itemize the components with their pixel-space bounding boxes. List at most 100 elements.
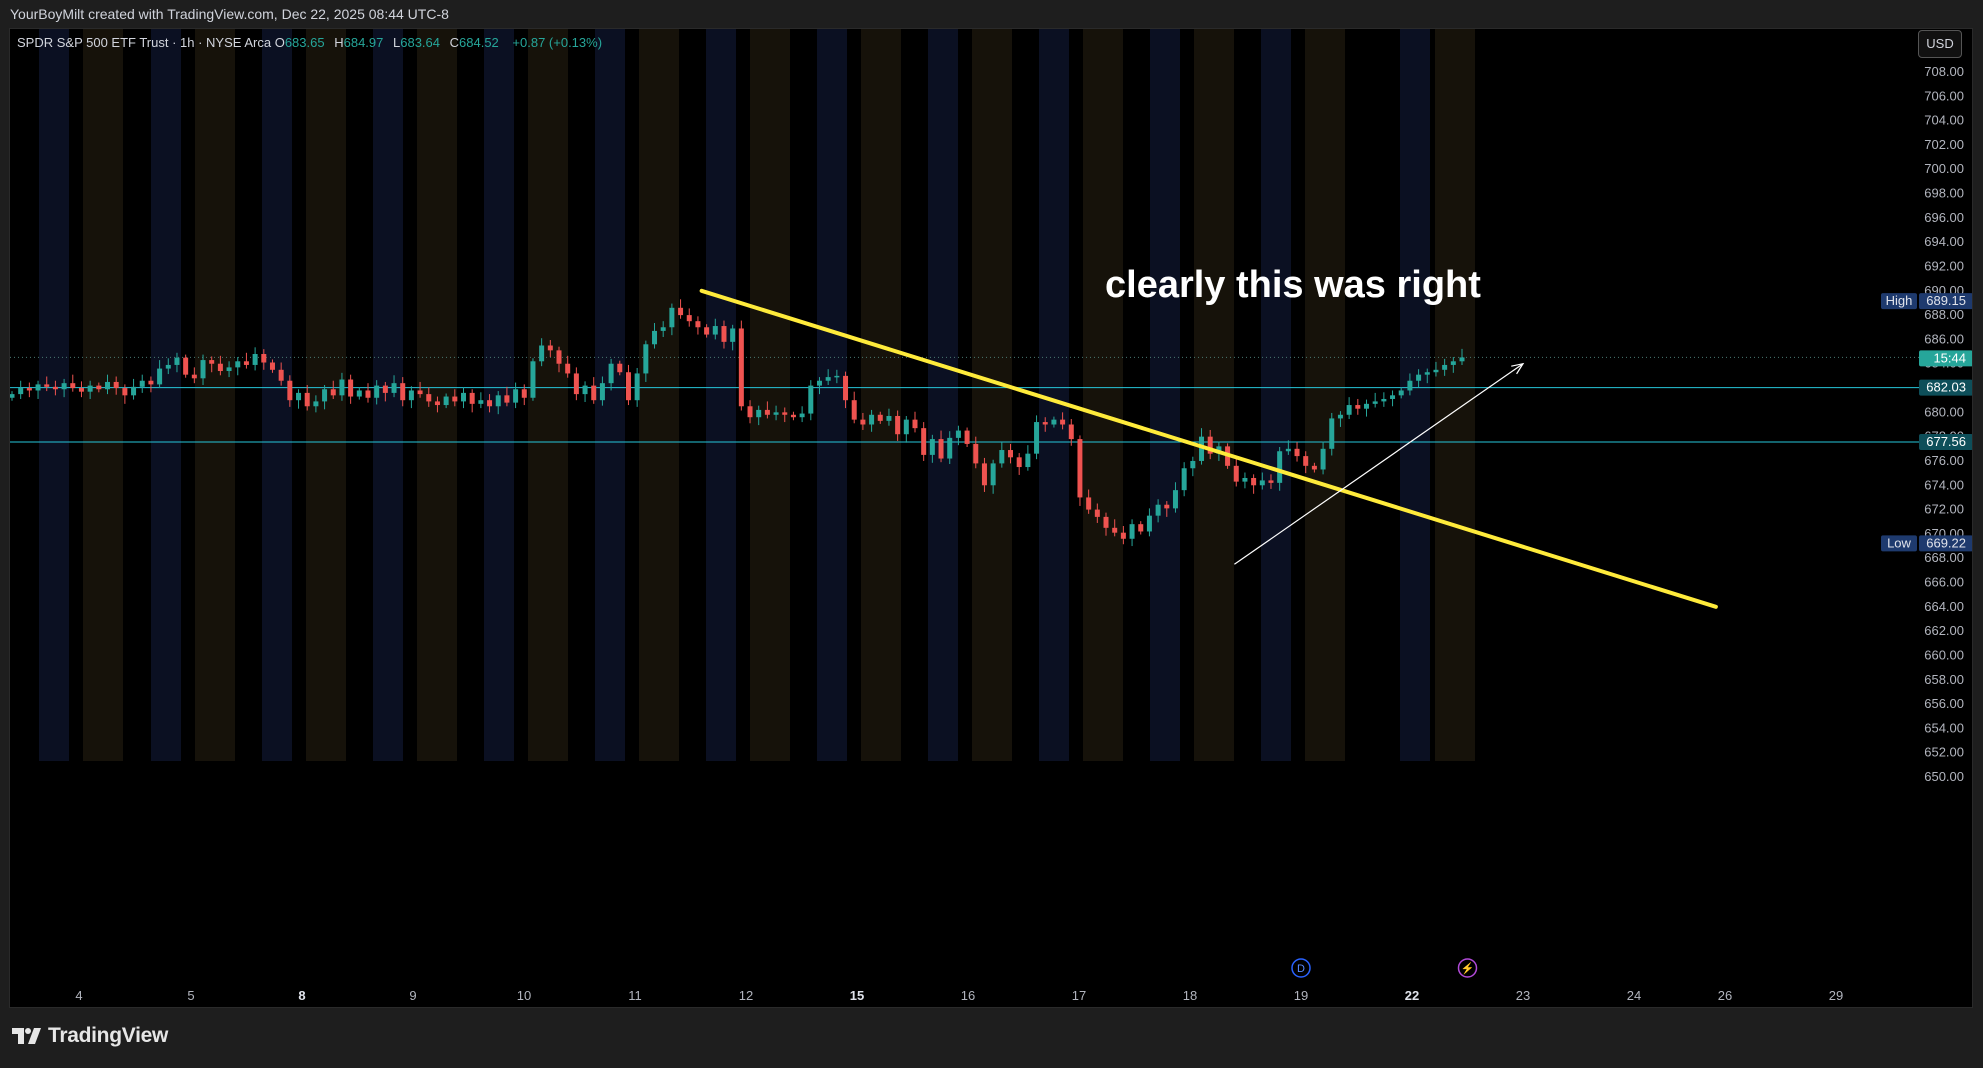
candle-body [886, 415, 892, 421]
high-tag-label: High [1886, 293, 1913, 308]
candle-body [1129, 524, 1135, 539]
candle-body [1155, 504, 1161, 516]
time-axis-tick: 17 [1072, 988, 1086, 1003]
candle-body [400, 383, 406, 401]
candle-body [756, 409, 762, 418]
price-axis-tick: 654.00 [1924, 720, 1964, 735]
currency-button[interactable]: USD [1918, 30, 1962, 58]
candle-body [183, 357, 189, 375]
event-marker [1291, 958, 1311, 978]
candle-body [799, 413, 805, 418]
candle-body [669, 307, 675, 328]
candle-body [686, 315, 692, 322]
candle-body [565, 363, 571, 374]
candle-body [18, 388, 24, 395]
price-axis-tick: 706.00 [1924, 88, 1964, 103]
candle-body [165, 364, 171, 369]
time-axis-tick: 23 [1516, 988, 1530, 1003]
time-axis-tick: 15 [850, 988, 864, 1003]
candle-body [261, 354, 267, 363]
high-tag-value: 689.15 [1926, 293, 1966, 308]
candle-body [834, 375, 840, 378]
candle-body [1112, 527, 1118, 533]
candle-body [1094, 509, 1100, 517]
candle-body [365, 390, 371, 398]
candle-body [61, 383, 67, 390]
candle-body [1242, 477, 1248, 482]
candle-body [808, 385, 814, 414]
candle-body [981, 463, 987, 486]
candle-body [478, 400, 484, 404]
postmarket-band [972, 29, 1012, 761]
candle-body [504, 395, 510, 403]
candle-body [1172, 490, 1178, 509]
price-axis-tick: 692.00 [1924, 258, 1964, 273]
low-tag-value: 669.22 [1926, 535, 1966, 550]
price-axis-tick: 686.00 [1924, 331, 1964, 346]
candle-body [191, 374, 197, 379]
candle-body [278, 369, 284, 381]
chart-area[interactable]: 708.00 706.00 704.00 702.00 700.00 698.00 696.… [9, 28, 1973, 1008]
symbol-legend[interactable]: SPDR S&P 500 ETF Trust · 1h · NYSE Arca … [17, 35, 602, 50]
price-chart[interactable]: 708.00 706.00 704.00 702.00 700.00 698.00 696.… [10, 29, 1973, 1008]
premarket-band [1261, 29, 1291, 761]
symbol-title[interactable]: SPDR S&P 500 ETF Trust · 1h · NYSE Arca [17, 35, 272, 50]
candle-body [217, 363, 223, 372]
candle-body [1008, 450, 1014, 458]
price-axis-tick: 704.00 [1924, 113, 1964, 128]
candle-body [1294, 448, 1300, 457]
candle-body [495, 395, 501, 407]
candle-body [426, 394, 432, 402]
last-time-tag-bg [1919, 350, 1972, 367]
candle-body [877, 414, 883, 421]
candle-body [660, 327, 666, 331]
candle-body [417, 390, 423, 395]
price-axis-tick: 688.00 [1924, 307, 1964, 322]
candle-body [1355, 405, 1361, 409]
candle-body [235, 361, 241, 368]
price-axis-tick: 702.00 [1924, 137, 1964, 152]
tradingview-logo[interactable]: TradingView [12, 1024, 168, 1048]
candle-body [443, 396, 449, 406]
candle-body [356, 390, 362, 397]
high-tag-value-bg [1919, 293, 1972, 310]
time-axis-tick: 16 [961, 988, 975, 1003]
candle-body [78, 388, 84, 392]
candle-body [1442, 364, 1448, 370]
candle-body [252, 354, 258, 365]
candle-body [44, 384, 50, 387]
candle-body [434, 401, 440, 406]
candle-body [1398, 390, 1404, 396]
candle-body [1277, 451, 1283, 483]
candle-body [973, 443, 979, 464]
candle-body [1120, 532, 1126, 539]
candle-body [1251, 477, 1257, 486]
candle-body [704, 327, 710, 335]
candle-body [999, 450, 1005, 464]
chart-credit: YourBoyMilt created with TradingView.com… [0, 0, 1983, 28]
candle-body [113, 381, 119, 389]
candle-body [869, 414, 875, 425]
postmarket-band [83, 29, 123, 761]
premarket-band [151, 29, 181, 761]
time-axis-tick: 5 [187, 988, 194, 1003]
candle-body [487, 400, 493, 407]
candle-body [96, 385, 102, 390]
candle-body [678, 307, 684, 316]
price-axis-tick: 698.00 [1924, 186, 1964, 201]
candle-body [521, 389, 527, 398]
candle-body [313, 401, 319, 407]
candle-body [1450, 361, 1456, 365]
candle-body [816, 380, 822, 386]
price-axis-tick: 652.00 [1924, 745, 1964, 760]
candle-body [860, 419, 866, 425]
price-axis-tick: 660.00 [1924, 647, 1964, 662]
footer-bar [0, 1008, 1983, 1068]
price-axis-tick: 666.00 [1924, 575, 1964, 590]
candle-body [408, 390, 414, 401]
candle-body [243, 361, 249, 365]
candle-body [10, 394, 15, 398]
candle-body [730, 328, 736, 342]
candle-body [70, 383, 76, 389]
premarket-band [262, 29, 292, 761]
